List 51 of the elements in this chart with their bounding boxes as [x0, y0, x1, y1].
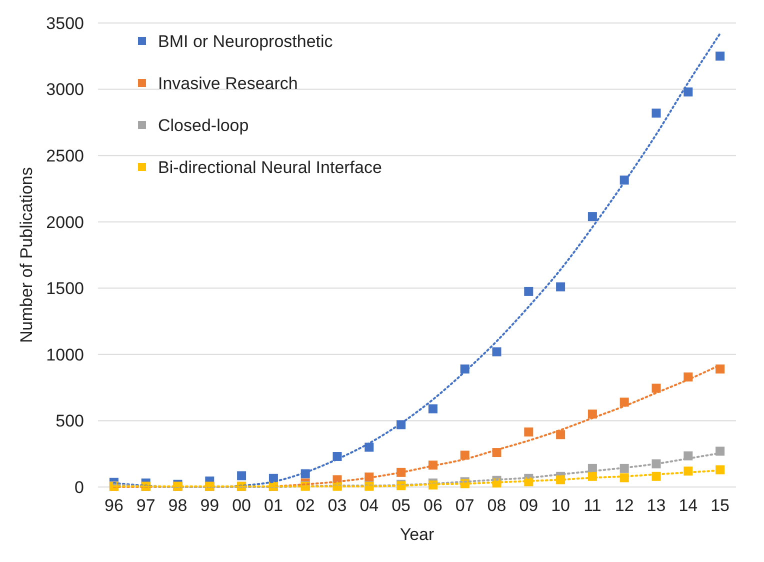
x-tick-label: 01: [264, 496, 283, 515]
point: [588, 410, 597, 419]
y-tick-label: 3500: [46, 14, 84, 33]
point: [428, 404, 438, 414]
x-tick-label: 03: [328, 496, 347, 515]
y-tick-label: 500: [56, 412, 84, 431]
legend-label: Closed-loop: [158, 116, 249, 135]
y-tick-label: 3000: [46, 80, 84, 100]
x-tick-label: 99: [200, 496, 220, 515]
y-tick-label: 2000: [46, 212, 84, 232]
point: [524, 286, 534, 296]
x-tick-label: 15: [710, 496, 730, 515]
x-tick-label: 12: [614, 496, 634, 515]
x-tick-label: 08: [487, 496, 506, 515]
y-tick-label: 0: [74, 478, 84, 497]
point: [556, 282, 566, 292]
x-tick-label: 11: [584, 496, 602, 515]
x-axis-title: Year: [400, 525, 435, 544]
point: [524, 427, 534, 436]
x-tick-label: 97: [136, 496, 156, 515]
point: [684, 87, 693, 96]
point: [716, 446, 725, 456]
point: [716, 52, 725, 61]
point: [652, 384, 661, 393]
x-tick-label: 02: [296, 496, 315, 515]
x-tick-label: 10: [551, 496, 570, 515]
point: [237, 471, 246, 480]
x-tick-label: 04: [360, 496, 379, 515]
point: [716, 364, 725, 374]
y-tick-label: 1000: [46, 345, 84, 364]
point: [716, 465, 725, 474]
point: [556, 430, 566, 440]
point: [492, 347, 502, 356]
point: [620, 398, 629, 407]
x-tick-label: 06: [423, 496, 442, 515]
x-tick-label: 14: [678, 496, 698, 515]
x-tick-label: 96: [104, 496, 124, 515]
point: [652, 108, 661, 118]
legend-label: BMI or Neuroprosthetic: [158, 32, 334, 51]
x-tick-label: 07: [455, 496, 474, 515]
legend-label: Bi-directional Neural Interface: [158, 158, 382, 177]
x-tick-label: 98: [168, 496, 188, 515]
point: [588, 212, 597, 222]
y-tick-label: 2500: [46, 146, 84, 166]
x-tick-label: 13: [646, 496, 666, 515]
legend-label: Invasive Research: [158, 74, 298, 93]
x-tick-label: 00: [232, 496, 252, 515]
y-tick-label: 1500: [46, 279, 84, 298]
y-axis-title: Number of Publications: [17, 167, 36, 343]
x-tick-label: 05: [392, 496, 411, 515]
x-tick-label: 09: [519, 496, 538, 515]
